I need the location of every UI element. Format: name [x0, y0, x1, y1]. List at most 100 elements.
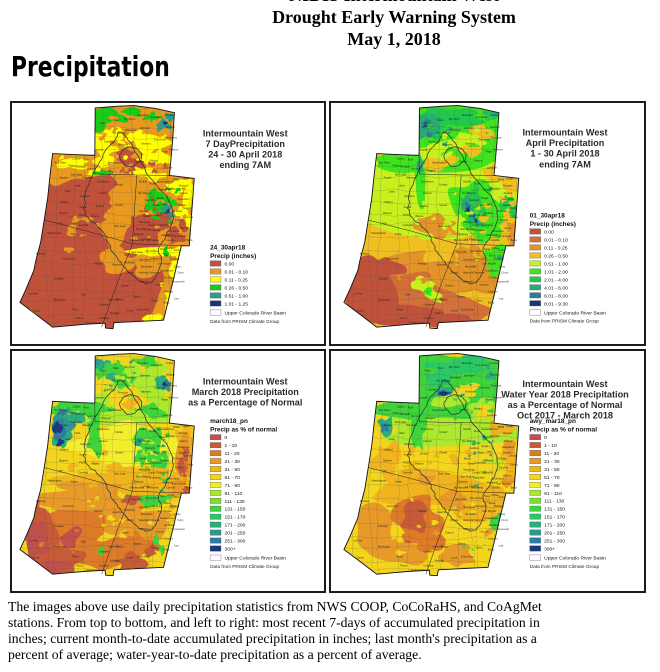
map-title-line: ending 7AM [539, 159, 591, 169]
legend-class-label: 1 - 10 [224, 443, 237, 449]
legend-swatch [209, 284, 222, 291]
legend-class-label: 11 - 20 [224, 451, 239, 457]
legend-class-label: 251 - 300 [544, 538, 565, 544]
legend-swatch [529, 458, 541, 464]
legend-class-label: 0.26 - 0.50 [224, 285, 248, 291]
legend-swatch [529, 497, 541, 504]
legend-class-label: 0.00 [544, 229, 554, 235]
legend-swatch [529, 292, 541, 299]
map-title-line: Water Year 2018 Precipitation [501, 390, 628, 400]
legend-class-label: 1 - 10 [544, 443, 557, 449]
legend-swatch [209, 300, 222, 307]
legend-swatch [209, 260, 222, 267]
header-title-line2: Drought Early Warning System [272, 7, 516, 27]
legend-class-label: 0.01 - 0.10 [544, 237, 568, 243]
document-header: NIDIS Intermountain West Drought Early W… [64, 0, 660, 50]
map-title-line: Intermountain West [203, 377, 288, 387]
legend-swatch [209, 276, 222, 283]
map-title-line: Intermountain West [522, 128, 607, 138]
legend-swatch [529, 529, 541, 536]
footer-line: percent of average; water-year-to-date p… [8, 647, 422, 662]
footer-line: inches; current month-to-date accumulate… [8, 631, 537, 646]
map-panel-1: Intermountain West 7 DayPrecipitation 24 -… [10, 101, 326, 346]
map-title-line: 7 DayPrecipitation [206, 139, 285, 149]
footer-line: stations. From top to bottom, and left t… [8, 615, 540, 630]
legend-source: Data from PRISM Climate Group [530, 564, 600, 570]
legend-swatch [209, 490, 222, 496]
legend-class-label: 51 - 70 [544, 475, 560, 481]
map-title-line: 24 - 30 April 2018 [208, 150, 282, 160]
legend-class-label: 11 - 20 [544, 451, 559, 457]
legend-source: Data from PRISM Climate Group [210, 319, 279, 325]
footer-line: The images above use daily precipitation… [8, 599, 542, 614]
legend-class-label: 8.01 - 9.30 [544, 301, 568, 307]
legend-swatch [209, 529, 222, 536]
map-title-line: as a Percentage of Normal [508, 400, 623, 410]
legend-outline-label: Upper Colorado River Basin [544, 556, 606, 562]
legend-class-label: 111 - 130 [224, 499, 244, 505]
legend-swatch [529, 300, 541, 307]
legend-swatch [209, 450, 222, 456]
legend-swatch [209, 292, 222, 299]
section-heading: Precipitation [11, 50, 170, 83]
legend-swatch [209, 434, 222, 441]
legend-class-label: 31 - 50 [224, 467, 240, 473]
legend-class-label: 131 - 150 [224, 507, 245, 513]
legend-name: awy_mar18_pn [530, 418, 576, 425]
legend-swatch [529, 481, 541, 488]
legend-swatch [209, 521, 222, 528]
legend-class-label: 51 - 70 [224, 475, 240, 481]
map-title-line: April Precipitation [526, 138, 605, 148]
legend-swatch [529, 474, 541, 480]
legend-class-label: 300+ [544, 546, 555, 552]
map-title-line: ending 7AM [219, 160, 271, 170]
legend-units: Precip (inches) [530, 221, 576, 228]
legend-swatch [529, 284, 541, 291]
legend-class-label: 131 - 150 [544, 507, 565, 513]
legend-swatch-outline [529, 554, 541, 561]
legend-swatch-outline [209, 309, 222, 316]
legend-swatch [529, 489, 541, 496]
legend-class-label: 1.01 - 1.25 [224, 301, 248, 307]
legend-class-label: 2.01 - 4.00 [544, 277, 568, 283]
legend-swatch [209, 537, 222, 544]
legend-class-label: 0.26 - 0.50 [544, 253, 568, 259]
legend-swatch [209, 268, 222, 275]
legend-name: 01_30apr18 [530, 212, 566, 219]
legend-swatch [529, 434, 541, 440]
legend-class-label: 0.11 - 0.25 [224, 277, 247, 283]
legend-class-label: 151 - 170 [544, 515, 565, 521]
legend-swatch [529, 228, 541, 235]
legend-class-label: 21 - 30 [544, 459, 560, 465]
legend-swatch [529, 442, 541, 448]
legend-class-label: 300+ [224, 547, 235, 553]
legend-swatch [529, 450, 541, 456]
legend-swatch [529, 545, 541, 552]
legend-swatch [209, 474, 222, 480]
legend-swatch [209, 458, 222, 464]
map-title-line: as a Percentage of Normal [188, 398, 302, 408]
legend-class-label: 21 - 30 [224, 459, 240, 465]
legend-units: Precip (inches) [210, 253, 256, 260]
legend-swatch [209, 505, 222, 512]
legend-class-label: 171 - 200 [544, 523, 565, 529]
map-title-line: Oct 2017 - March 2018 [517, 410, 613, 420]
legend-class-label: 0.01 - 0.10 [224, 269, 248, 275]
legend-class-label: 0.00 [224, 261, 234, 267]
legend-class-label: 111 - 130 [544, 499, 564, 505]
legend-class-label: 71 - 90 [224, 483, 240, 489]
legend-source: Data from PRISM Climate Group [210, 564, 279, 570]
map-panel-4: Intermountain West Water Year 2018 Precip… [329, 349, 646, 593]
legend-class-label: 0.51 - 1.00 [544, 261, 568, 267]
legend-swatch [209, 466, 222, 472]
legend-class-label: 0.51 - 1.00 [224, 293, 248, 299]
legend-swatch [529, 466, 541, 472]
legend-class-label: 0.11 - 0.25 [544, 245, 568, 251]
legend-swatch [529, 268, 541, 275]
legend-class-label: 0 [544, 435, 547, 441]
legend-class-label: 201 - 250 [224, 531, 245, 537]
legend-swatch [209, 497, 222, 504]
map-panel-2: Intermountain West April Precipitation 1 -… [329, 101, 646, 346]
